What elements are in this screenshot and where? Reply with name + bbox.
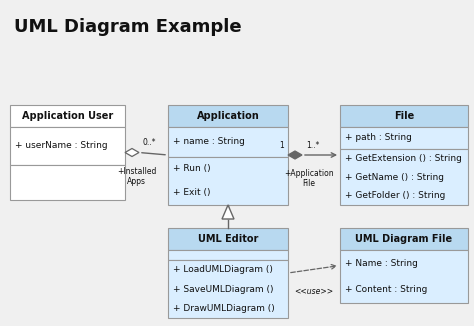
Text: + Content : String: + Content : String bbox=[345, 285, 428, 294]
Bar bbox=[340, 105, 468, 127]
Text: Application: Application bbox=[197, 111, 259, 121]
Polygon shape bbox=[222, 205, 234, 219]
Text: + name : String: + name : String bbox=[173, 138, 245, 146]
Bar bbox=[10, 127, 125, 165]
Bar bbox=[340, 149, 468, 205]
Text: + userName : String: + userName : String bbox=[15, 141, 108, 151]
Text: 0..*: 0..* bbox=[143, 138, 156, 147]
Text: File: File bbox=[394, 111, 414, 121]
Text: 1: 1 bbox=[279, 141, 284, 150]
Text: + path : String: + path : String bbox=[345, 134, 412, 142]
Text: +Application
File: +Application File bbox=[284, 169, 334, 188]
Text: UML Editor: UML Editor bbox=[198, 234, 258, 244]
Text: UML Diagram Example: UML Diagram Example bbox=[14, 18, 242, 36]
Text: + Exit (): + Exit () bbox=[173, 188, 210, 198]
Bar bbox=[168, 260, 288, 318]
Text: + GetExtension () : String: + GetExtension () : String bbox=[345, 154, 462, 163]
Text: + GetName () : String: + GetName () : String bbox=[345, 172, 444, 182]
Bar bbox=[168, 228, 288, 250]
Text: + DrawUMLDiagram (): + DrawUMLDiagram () bbox=[173, 304, 275, 313]
Bar bbox=[340, 250, 468, 303]
Bar bbox=[168, 250, 288, 260]
Bar bbox=[10, 165, 125, 200]
Bar bbox=[10, 105, 125, 127]
Polygon shape bbox=[288, 151, 302, 159]
Text: + Name : String: + Name : String bbox=[345, 259, 418, 268]
Text: +Installed
Apps: +Installed Apps bbox=[117, 167, 156, 186]
Text: Application User: Application User bbox=[22, 111, 113, 121]
Text: 1..*: 1..* bbox=[306, 141, 319, 150]
Polygon shape bbox=[125, 149, 139, 156]
Bar bbox=[340, 228, 468, 250]
Bar bbox=[168, 157, 288, 205]
Bar bbox=[168, 105, 288, 127]
Text: <<use>>: <<use>> bbox=[294, 287, 334, 296]
Text: + LoadUMLDiagram (): + LoadUMLDiagram () bbox=[173, 265, 273, 274]
Text: UML Diagram File: UML Diagram File bbox=[356, 234, 453, 244]
Text: + SaveUMLDiagram (): + SaveUMLDiagram () bbox=[173, 285, 273, 293]
Bar bbox=[168, 127, 288, 157]
Bar bbox=[340, 127, 468, 149]
Text: + GetFolder () : String: + GetFolder () : String bbox=[345, 191, 446, 200]
Text: + Run (): + Run () bbox=[173, 165, 210, 173]
